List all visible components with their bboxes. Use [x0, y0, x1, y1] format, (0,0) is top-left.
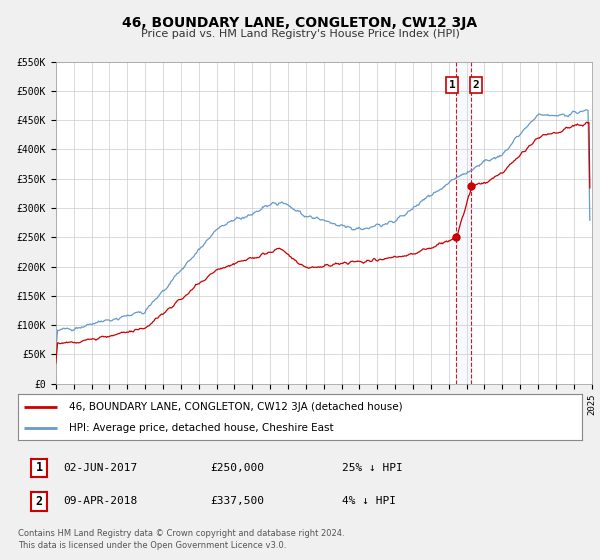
Point — [451, 233, 461, 242]
Point — [467, 181, 476, 190]
Text: 1: 1 — [35, 461, 43, 474]
Text: 2: 2 — [35, 495, 43, 508]
Text: 4% ↓ HPI: 4% ↓ HPI — [342, 496, 396, 506]
Text: HPI: Average price, detached house, Cheshire East: HPI: Average price, detached house, Ches… — [69, 423, 334, 433]
Text: 46, BOUNDARY LANE, CONGLETON, CW12 3JA (detached house): 46, BOUNDARY LANE, CONGLETON, CW12 3JA (… — [69, 402, 403, 412]
Text: This data is licensed under the Open Government Licence v3.0.: This data is licensed under the Open Gov… — [18, 542, 286, 550]
Text: £337,500: £337,500 — [210, 496, 264, 506]
Text: 1: 1 — [449, 80, 455, 90]
Text: 2: 2 — [472, 80, 479, 90]
Text: Contains HM Land Registry data © Crown copyright and database right 2024.: Contains HM Land Registry data © Crown c… — [18, 529, 344, 538]
Text: 09-APR-2018: 09-APR-2018 — [63, 496, 137, 506]
Bar — [456, 62, 472, 384]
Text: Price paid vs. HM Land Registry's House Price Index (HPI): Price paid vs. HM Land Registry's House … — [140, 29, 460, 39]
Text: 25% ↓ HPI: 25% ↓ HPI — [342, 463, 403, 473]
Text: 46, BOUNDARY LANE, CONGLETON, CW12 3JA: 46, BOUNDARY LANE, CONGLETON, CW12 3JA — [122, 16, 478, 30]
Text: £250,000: £250,000 — [210, 463, 264, 473]
Text: 02-JUN-2017: 02-JUN-2017 — [63, 463, 137, 473]
